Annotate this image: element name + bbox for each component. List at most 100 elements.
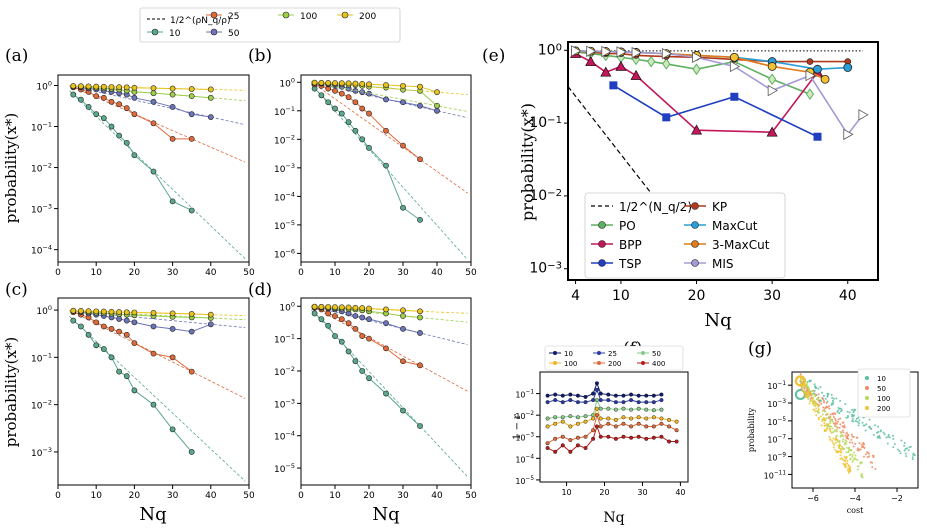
data-point <box>338 90 345 97</box>
panel-label-d: (d) <box>248 280 272 300</box>
scatter-point <box>807 397 810 400</box>
fit-line-25 <box>310 81 468 194</box>
scatter-point <box>839 432 842 435</box>
data-point <box>575 421 580 426</box>
ylabel-e: probability(x*) <box>518 103 537 221</box>
data-point <box>568 424 573 429</box>
scatter-point <box>866 451 869 454</box>
data-point <box>169 91 176 98</box>
scatter-point <box>826 392 829 395</box>
scatter-point <box>839 435 842 438</box>
tick-label: 10−2 <box>529 188 562 204</box>
data-point <box>560 393 565 398</box>
data-point <box>598 406 603 411</box>
scatter-point <box>839 450 842 453</box>
data-point <box>207 321 214 328</box>
data-point <box>207 114 214 120</box>
scatter-point <box>868 455 871 458</box>
data-point <box>93 319 100 326</box>
tick-label: 10−2 <box>515 411 534 421</box>
data-point <box>630 69 642 80</box>
data-point <box>352 304 359 311</box>
data-point <box>644 416 649 421</box>
scatter-point <box>845 446 848 449</box>
legend-label: 3-MaxCut <box>712 238 770 252</box>
data-point <box>606 421 611 426</box>
scatter-point <box>911 458 914 461</box>
data-point <box>417 102 423 109</box>
data-point <box>108 325 115 332</box>
data-point <box>352 358 359 365</box>
scatter-point <box>861 421 864 424</box>
scatter-point <box>807 388 810 391</box>
scatter-point <box>871 466 874 469</box>
scatter-point <box>847 437 850 440</box>
panel-g: −6 −4 −2 10−1 10−3 10−5 10−7 10−9 10−11 <box>764 371 919 503</box>
data-point <box>417 330 423 336</box>
data-point <box>400 325 406 332</box>
data-point <box>644 436 649 441</box>
panel-b: 0 10 20 30 40 50 100 10−1 10−2 10−3 10−4 10−5 10−6 <box>274 74 477 278</box>
data-point <box>318 303 325 310</box>
data-point <box>606 392 611 397</box>
scatter-point <box>811 390 814 393</box>
scatter-point <box>852 459 855 462</box>
scatter-point <box>823 424 826 427</box>
tick-label: 30 <box>397 491 409 501</box>
data-point <box>586 45 597 57</box>
scatter-point <box>851 419 854 422</box>
data-point <box>674 439 679 444</box>
data-point <box>325 99 332 106</box>
data-point <box>560 434 565 439</box>
legend-marker <box>598 240 606 248</box>
scatter-point <box>833 429 836 432</box>
legend-marker <box>597 361 601 365</box>
data-point <box>662 58 671 70</box>
tick-label: 40 <box>431 491 443 501</box>
data-point <box>553 415 558 420</box>
scatter-point <box>825 401 828 404</box>
data-point <box>188 135 195 142</box>
data-point <box>591 416 596 421</box>
ylabel-a: probability(x*) <box>2 113 20 224</box>
data-point <box>417 216 423 223</box>
tick-label: 100 <box>279 300 295 313</box>
data-point <box>400 82 406 89</box>
data-point <box>338 80 345 87</box>
data-point <box>366 316 372 323</box>
tick-label: 30 <box>637 488 647 497</box>
data-point <box>345 119 352 126</box>
scatter-point <box>827 423 830 426</box>
scatter-point <box>851 441 854 444</box>
data-point <box>332 105 338 112</box>
tick-label: 10 <box>612 288 630 304</box>
data-point <box>131 340 138 347</box>
tick-label: 10−3 <box>515 433 534 443</box>
data-point <box>616 46 627 58</box>
tick-label: 100 <box>279 76 295 89</box>
scatter-point <box>852 445 855 448</box>
tick-label: 10 <box>90 491 102 501</box>
scatter-point <box>846 462 849 465</box>
data-point <box>636 415 641 420</box>
data-point <box>108 123 115 130</box>
legend-f: 10 25 50 100 200 400 <box>544 345 684 371</box>
data-point <box>345 320 352 327</box>
data-point <box>594 387 599 392</box>
scatter-point <box>861 476 864 479</box>
data-point <box>621 434 626 439</box>
scatter-point <box>830 431 833 434</box>
scatter-point <box>851 453 854 456</box>
scatter-point <box>904 447 907 450</box>
data-point <box>434 107 440 114</box>
scatter-point <box>856 420 859 423</box>
data-point <box>108 308 115 315</box>
tick-label: 10−4 <box>31 244 52 257</box>
scatter-point <box>803 392 806 395</box>
data-point <box>729 60 741 73</box>
tick-label: 30 <box>397 268 409 278</box>
scatter-point <box>828 407 831 410</box>
scatter-point <box>831 396 834 399</box>
data-point <box>568 414 573 419</box>
data-point <box>207 311 214 318</box>
